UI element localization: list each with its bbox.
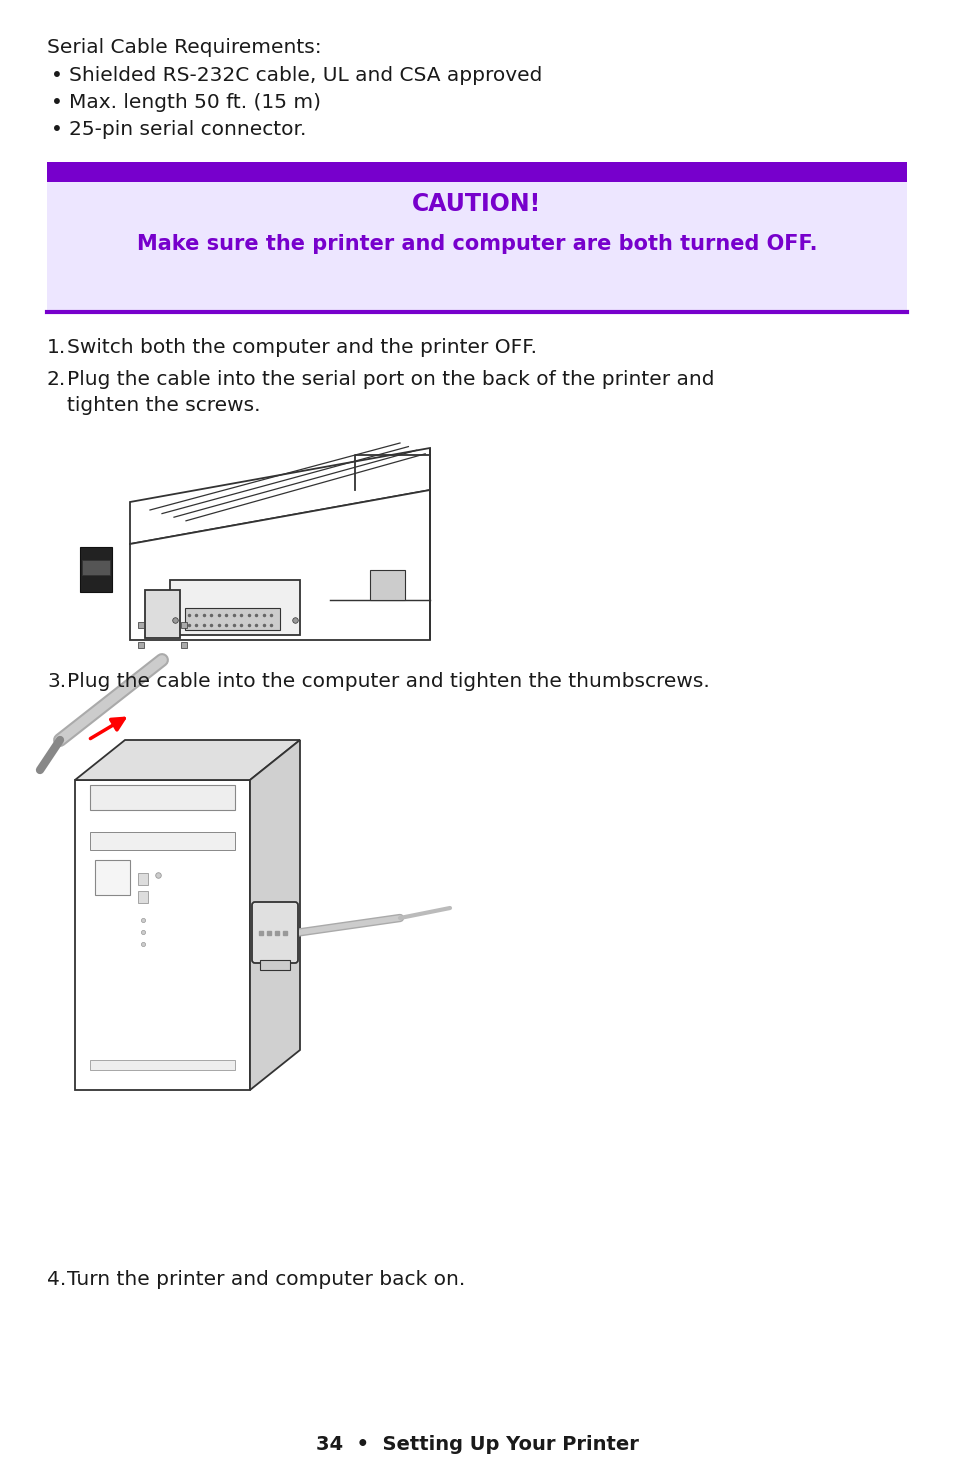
FancyBboxPatch shape — [252, 903, 297, 963]
Text: Make sure the printer and computer are both turned OFF.: Make sure the printer and computer are b… — [136, 235, 817, 254]
Bar — [90, 785, 234, 810]
Bar — [95, 860, 130, 895]
Bar — [80, 547, 112, 591]
Text: CAUTION!: CAUTION! — [412, 192, 541, 215]
Text: 1.: 1. — [47, 338, 66, 357]
Bar — [90, 1061, 234, 1069]
Bar — [170, 580, 299, 636]
Text: 3.: 3. — [47, 673, 66, 690]
Text: Plug the cable into the serial port on the back of the printer and: Plug the cable into the serial port on t… — [67, 370, 714, 389]
Text: Shielded RS-232C cable, UL and CSA approved: Shielded RS-232C cable, UL and CSA appro… — [69, 66, 542, 86]
Text: Max. length 50 ft. (15 m): Max. length 50 ft. (15 m) — [69, 93, 320, 112]
Bar — [82, 560, 110, 575]
Polygon shape — [250, 740, 299, 1090]
Bar — [145, 590, 180, 639]
Bar — [138, 891, 148, 903]
Bar — [47, 181, 906, 313]
Text: •: • — [51, 119, 63, 139]
Text: tighten the screws.: tighten the screws. — [67, 395, 260, 414]
Text: 34  •  Setting Up Your Printer: 34 • Setting Up Your Printer — [315, 1435, 638, 1454]
Text: Plug the cable into the computer and tighten the thumbscrews.: Plug the cable into the computer and tig… — [67, 673, 709, 690]
Text: Switch both the computer and the printer OFF.: Switch both the computer and the printer… — [67, 338, 537, 357]
Text: 25-pin serial connector.: 25-pin serial connector. — [69, 119, 306, 139]
Polygon shape — [130, 490, 430, 640]
Polygon shape — [75, 740, 299, 780]
Text: 4.: 4. — [47, 1270, 66, 1289]
Text: Turn the printer and computer back on.: Turn the printer and computer back on. — [67, 1270, 465, 1289]
Polygon shape — [130, 448, 430, 544]
Bar — [260, 960, 290, 971]
Bar — [185, 608, 280, 630]
Bar — [47, 162, 906, 181]
Text: •: • — [51, 93, 63, 112]
Bar — [75, 780, 250, 1090]
Text: Serial Cable Requirements:: Serial Cable Requirements: — [47, 38, 321, 58]
Text: 2.: 2. — [47, 370, 66, 389]
Text: •: • — [51, 66, 63, 86]
Bar — [370, 569, 405, 600]
Bar — [138, 873, 148, 885]
Bar — [90, 832, 234, 850]
